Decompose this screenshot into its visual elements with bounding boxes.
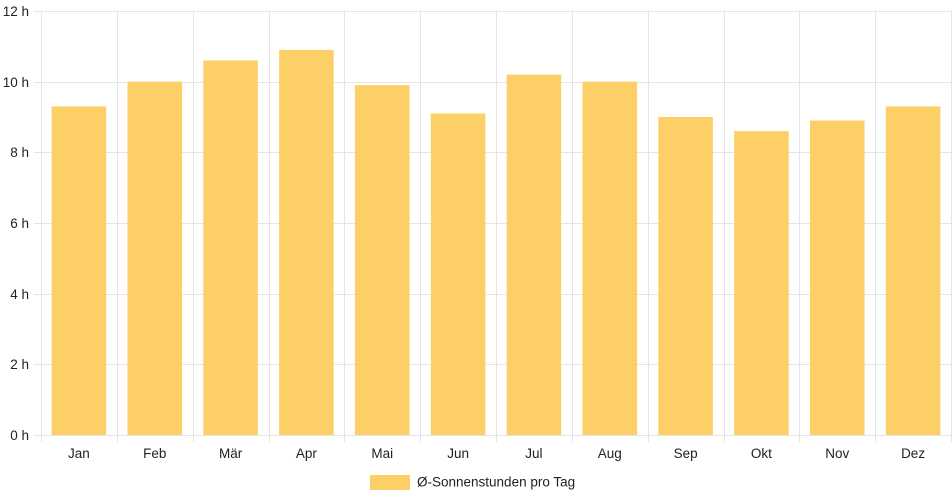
y-axis-ticks: 0 h 2 h 4 h 6 h 8 h 10 h 12 h xyxy=(3,4,29,443)
x-tick-label: Aug xyxy=(598,446,622,461)
legend[interactable]: Ø-Sonnenstunden pro Tag xyxy=(370,475,575,491)
x-tick-label: Sep xyxy=(674,446,698,461)
x-tick-label: Nov xyxy=(825,446,849,461)
y-tick-label: 0 h xyxy=(10,428,29,443)
bar-mai xyxy=(354,85,410,435)
legend-label: Ø-Sonnenstunden pro Tag xyxy=(417,475,575,490)
x-tick-label: Apr xyxy=(296,446,318,461)
bar-feb xyxy=(127,81,183,436)
x-tick-label: Jan xyxy=(68,446,90,461)
y-tick-label: 2 h xyxy=(10,357,29,372)
x-tick-label: Mär xyxy=(219,446,243,461)
x-tick-label: Jul xyxy=(525,446,542,461)
x-tick-label: Jun xyxy=(447,446,469,461)
y-tick-label: 10 h xyxy=(3,75,29,90)
bar-jun xyxy=(430,113,486,435)
x-axis-ticks: Jan Feb Mär Apr Mai Jun Jul Aug Sep Okt Nov Dez xyxy=(68,446,925,461)
grid-lines xyxy=(34,11,952,442)
bar-mär xyxy=(203,60,258,435)
y-tick-label: 8 h xyxy=(10,145,29,160)
y-tick-label: 6 h xyxy=(10,216,29,231)
bar-jan xyxy=(51,106,107,436)
y-tick-label: 4 h xyxy=(10,287,29,302)
x-tick-label: Dez xyxy=(901,446,925,461)
bar-sep xyxy=(658,117,713,435)
bar-nov xyxy=(809,120,865,436)
x-tick-label: Okt xyxy=(751,446,772,461)
bar-okt xyxy=(734,131,789,435)
x-tick-label: Feb xyxy=(143,446,166,461)
y-tick-label: 12 h xyxy=(3,4,29,19)
bar-apr xyxy=(279,49,334,435)
x-tick-label: Mai xyxy=(371,446,393,461)
bar-jul xyxy=(506,74,562,435)
legend-swatch xyxy=(370,475,410,490)
bar-aug xyxy=(582,81,638,436)
bars xyxy=(51,49,941,436)
bar-dez xyxy=(885,106,941,436)
